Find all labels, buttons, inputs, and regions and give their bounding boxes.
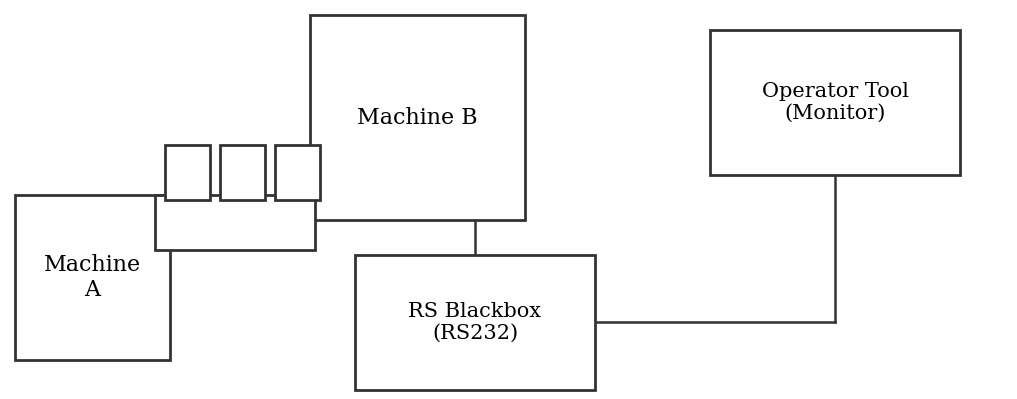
Bar — [165, 145, 210, 200]
Text: Machine
A: Machine A — [44, 254, 141, 301]
Bar — [310, 15, 525, 220]
Text: Machine B: Machine B — [357, 107, 478, 128]
Bar — [710, 30, 960, 175]
Bar — [220, 145, 265, 200]
Bar — [355, 255, 595, 390]
Bar — [155, 195, 315, 250]
Bar — [275, 145, 320, 200]
Text: RS Blackbox
(RS232): RS Blackbox (RS232) — [409, 302, 541, 343]
Text: Operator Tool
(Monitor): Operator Tool (Monitor) — [762, 82, 908, 123]
Bar — [15, 195, 170, 360]
